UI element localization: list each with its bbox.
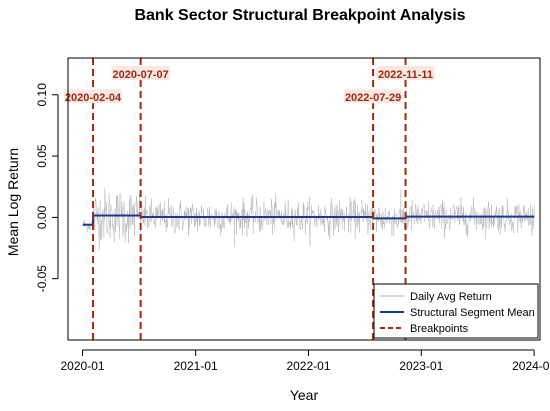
- y-axis: -0.05 0.00 0.05 0.10: [35, 83, 59, 293]
- legend-label-2: Structural Segment Mean: [410, 307, 535, 319]
- daily-return-line: [82, 188, 535, 251]
- chart-title: Bank Sector Structural Breakpoint Analys…: [134, 7, 465, 24]
- breakpoint-label-1: 2020-02-04: [65, 92, 122, 104]
- y-tick-label-3: 0.05: [35, 144, 49, 168]
- breakpoints-layer: 2020-02-04 2020-07-07 2022-07-29 2022-11-11: [64, 58, 435, 340]
- legend-label-3: Breakpoints: [410, 323, 469, 335]
- x-tick-label-2: 2021-01: [174, 359, 218, 373]
- breakpoint-label-4: 2022-11-11: [378, 69, 433, 81]
- breakpoint-label-bg-2: [111, 65, 170, 80]
- daily-return-series: [82, 188, 535, 251]
- x-axis: 2020-01 2021-01 2022-01 2023-01 2024-01: [61, 349, 550, 373]
- legend: Daily Avg Return Structural Segment Mean B…: [373, 283, 539, 339]
- legend-label-1: Daily Avg Return: [410, 291, 492, 303]
- x-tick-label-3: 2022-01: [286, 359, 330, 373]
- plot-frame: [67, 57, 541, 341]
- y-tick-label-2: 0.00: [35, 205, 49, 229]
- x-tick-label-4: 2023-01: [399, 359, 443, 373]
- breakpoint-label-bg-4: [376, 65, 435, 80]
- x-tick-label-1: 2020-01: [61, 359, 105, 373]
- breakpoint-label-bg-3: [344, 89, 403, 104]
- breakpoint-label-2: 2020-07-07: [112, 69, 168, 81]
- y-tick-label-4: 0.10: [35, 83, 49, 107]
- x-tick-label-5: 2024-01: [512, 359, 550, 373]
- breakpoint-label-3: 2022-07-29: [345, 92, 401, 104]
- segment-mean-series: [82, 214, 535, 226]
- y-axis-label: Mean Log Return: [5, 148, 21, 256]
- y-tick-label-1: -0.05: [35, 265, 49, 293]
- x-axis-label: Year: [290, 387, 319, 403]
- breakpoint-label-bg-1: [64, 89, 123, 104]
